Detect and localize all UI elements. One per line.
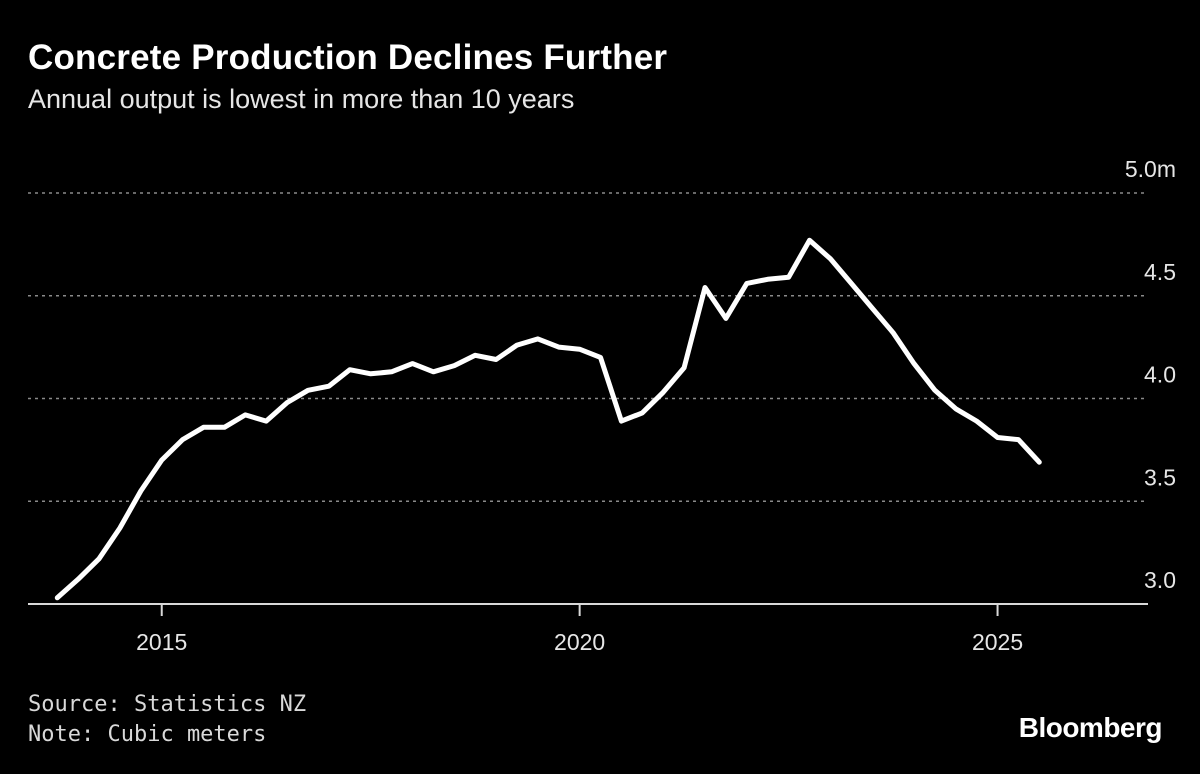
source-note: Source: Statistics NZ bbox=[28, 692, 307, 717]
x-tick-label: 2020 bbox=[554, 629, 605, 655]
y-axis-labels: 5.0m 4.5 4.0 3.5 3.0 bbox=[1125, 156, 1176, 593]
x-tick-label: 2025 bbox=[972, 629, 1023, 655]
x-axis: 2015 2020 2025 bbox=[28, 603, 1148, 655]
series-layer bbox=[54, 237, 1042, 601]
gridlines bbox=[28, 192, 1148, 502]
chart-subtitle: Annual output is lowest in more than 10 … bbox=[28, 84, 575, 114]
y-tick-label: 5.0m bbox=[1125, 156, 1176, 182]
chart-title: Concrete Production Declines Further bbox=[28, 38, 668, 77]
y-tick-label: 4.0 bbox=[1144, 362, 1176, 388]
bloomberg-logo: Bloomberg bbox=[1018, 712, 1163, 743]
x-tick-label: 2015 bbox=[136, 629, 187, 655]
units-note: Note: Cubic meters bbox=[28, 722, 267, 747]
y-tick-label: 3.0 bbox=[1144, 567, 1176, 593]
y-tick-label: 3.5 bbox=[1144, 464, 1176, 490]
series-line bbox=[54, 237, 1042, 601]
y-tick-label: 4.5 bbox=[1144, 259, 1176, 285]
